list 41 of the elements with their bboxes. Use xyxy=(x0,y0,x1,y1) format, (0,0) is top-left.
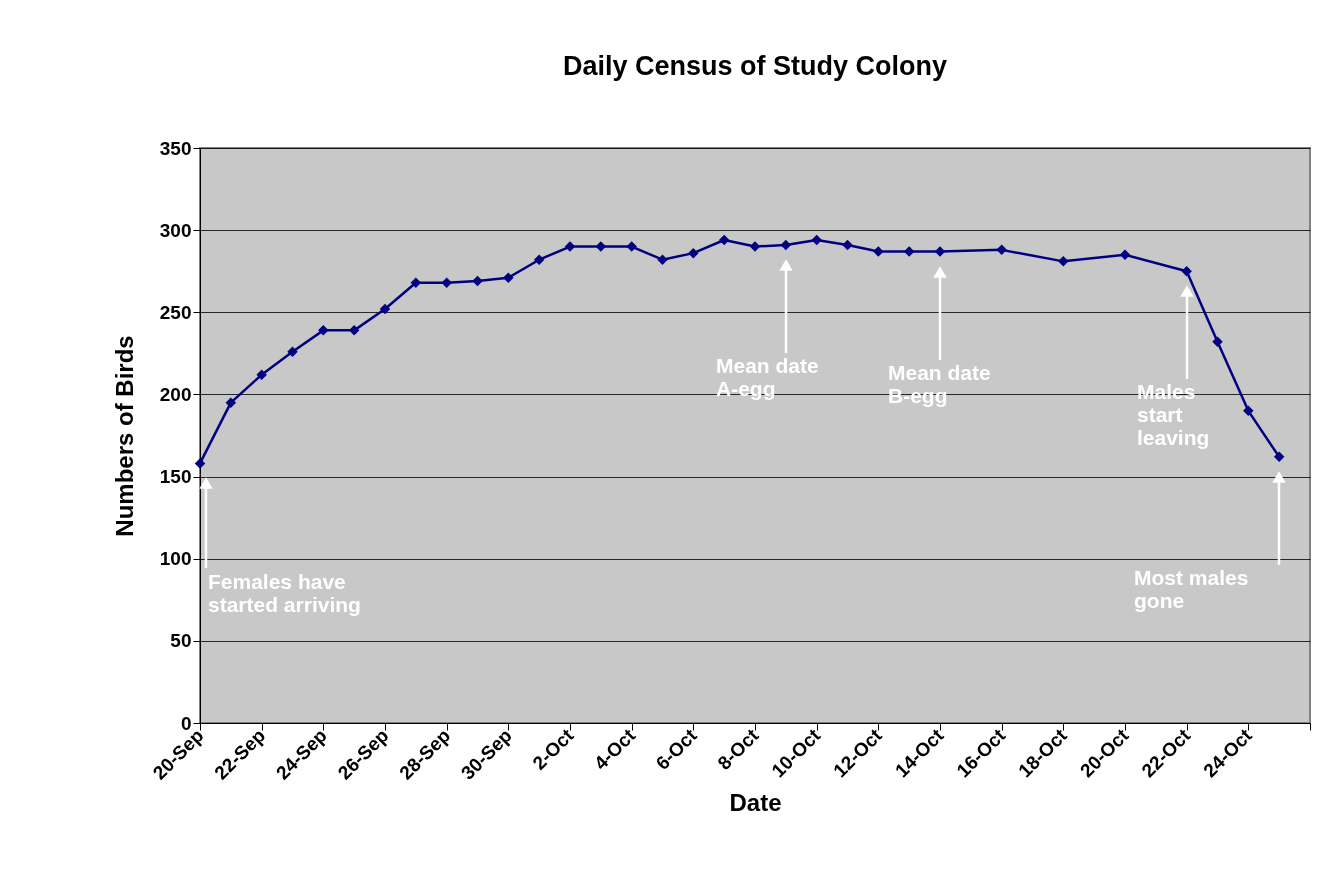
point xyxy=(718,234,730,246)
point xyxy=(1058,256,1069,267)
point xyxy=(657,254,668,265)
y-tick-label: 50 xyxy=(170,630,192,652)
point xyxy=(595,241,607,252)
y-tick-label: 200 xyxy=(159,383,192,405)
point xyxy=(1243,405,1254,417)
point xyxy=(441,277,452,288)
point xyxy=(749,241,761,252)
point xyxy=(318,325,329,336)
y-tick-label: 150 xyxy=(159,466,192,488)
point xyxy=(225,397,237,408)
point xyxy=(903,246,915,257)
y-tick-label: 250 xyxy=(159,301,192,323)
point xyxy=(873,246,884,257)
point xyxy=(1119,249,1131,261)
x-axis-title: Date xyxy=(729,788,782,816)
point xyxy=(688,247,699,259)
point xyxy=(194,458,206,469)
point xyxy=(1212,336,1223,348)
point xyxy=(811,234,822,246)
point xyxy=(780,239,792,251)
point xyxy=(533,254,545,265)
y-tick-label: 300 xyxy=(159,219,192,241)
chart-title: Daily Census of Study Colony xyxy=(562,51,948,81)
point xyxy=(287,346,298,357)
point xyxy=(934,246,946,257)
point xyxy=(564,241,576,252)
y-tick-label: 0 xyxy=(180,712,192,734)
point xyxy=(996,244,1007,256)
point xyxy=(472,275,483,287)
point xyxy=(256,369,267,380)
point xyxy=(1273,451,1285,463)
point xyxy=(626,241,637,252)
point xyxy=(379,303,391,315)
y-tick-label: 350 xyxy=(159,137,192,159)
point xyxy=(503,272,514,284)
point xyxy=(842,239,853,251)
y-tick-label: 100 xyxy=(159,548,192,570)
point xyxy=(1181,265,1192,277)
y-axis-title: Numbers of Birds xyxy=(110,335,138,537)
